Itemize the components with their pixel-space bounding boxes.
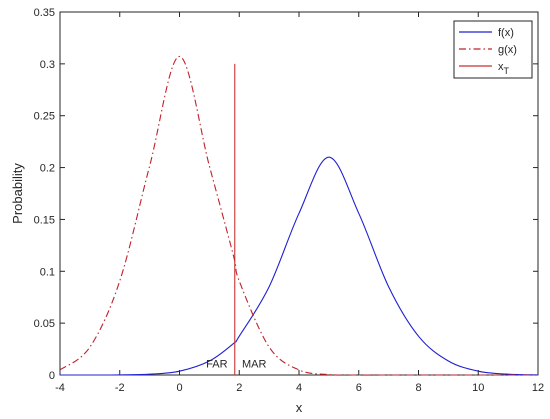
- y-tick-label: 0.3: [40, 59, 55, 71]
- x-tick-label: 0: [176, 382, 182, 394]
- series-line-1: [59, 55, 538, 376]
- ticks-layer: -4 -2 0 2 4 6 8 10 12 0 0.05 0.1 0.15 0.2 0.25 0.3 0.35: [34, 7, 545, 394]
- y-axis-label: Probability: [10, 163, 25, 224]
- y-tick-label: 0.1: [40, 266, 55, 278]
- x-tick-label: 2: [236, 382, 242, 394]
- x-axis-label: x: [296, 400, 303, 415]
- y-tick-label: 0.2: [40, 163, 55, 175]
- annotation-label: MAR: [242, 359, 267, 371]
- y-tick-label: 0: [49, 370, 55, 382]
- x-tick-label: 4: [296, 382, 302, 394]
- y-tick-label: 0.15: [34, 214, 55, 226]
- x-tick-label: -2: [115, 382, 125, 394]
- annotation-label: FAR: [206, 359, 227, 371]
- x-tick-label: 6: [356, 382, 362, 394]
- legend-label: xT: [498, 61, 510, 76]
- series-line-0: [59, 156, 539, 376]
- legend-label: g(x): [498, 44, 517, 56]
- x-tick-label: 10: [472, 382, 484, 394]
- legend: f(x) g(x) xT: [453, 20, 533, 79]
- x-tick-label: 8: [415, 382, 421, 394]
- y-tick-label: 0.35: [34, 7, 55, 19]
- series-layer: [59, 55, 539, 376]
- y-tick-label: 0.25: [34, 111, 55, 123]
- legend-box: [453, 20, 533, 79]
- y-tick-label: 0.05: [34, 318, 55, 330]
- legend-label: f(x): [498, 27, 514, 39]
- x-tick-label: 12: [532, 382, 544, 394]
- annotation-layer: FAR MAR: [206, 359, 266, 371]
- x-tick-label: -4: [55, 382, 65, 394]
